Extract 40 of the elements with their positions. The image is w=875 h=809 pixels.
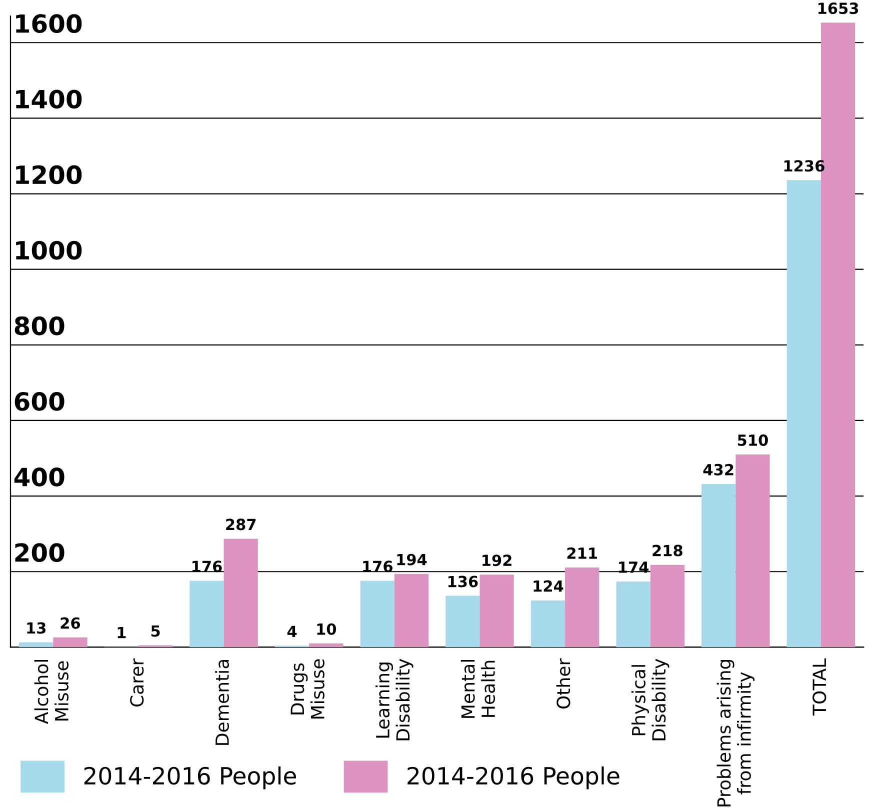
x-tick-label: Dementia [215, 660, 230, 745]
x-tick-label: Mental Health [460, 660, 496, 718]
data-label: 5 [151, 625, 160, 637]
data-label: 194 [397, 554, 427, 566]
data-label: 192 [482, 554, 512, 566]
x-tick-label: Carer [130, 658, 144, 707]
data-label: 1653 [818, 2, 858, 14]
x-tick-label: Other [556, 658, 570, 709]
y-tick-label: 1200 [16, 165, 82, 184]
x-tick-label: Drugs Misuse [290, 659, 324, 718]
y-tick-label: 1600 [16, 14, 82, 34]
data-label: 1 [118, 626, 126, 638]
y-tick-label: 200 [15, 543, 64, 562]
x-tick-label: Problems arising from infirmity [716, 660, 755, 806]
data-label: 176 [192, 560, 222, 572]
x-tick-label: Learning Disability [376, 658, 414, 740]
data-label: 4 [287, 626, 297, 637]
data-label: 13 [27, 622, 46, 634]
y-tick-label: 1400 [16, 90, 82, 109]
x-tick-label: TOTAL [812, 658, 826, 716]
data-label: 432 [703, 464, 734, 476]
data-label: 136 [448, 576, 478, 588]
legend-label: 2014-2016 People [408, 766, 620, 790]
y-tick-label: 1000 [16, 240, 82, 260]
y-tick-label: 400 [14, 468, 64, 486]
data-label: 1236 [784, 160, 824, 172]
data-label: 218 [652, 544, 682, 556]
data-label: 176 [363, 560, 392, 572]
x-tick-label: Physical Disability [631, 658, 670, 740]
data-label: 124 [534, 580, 564, 592]
legend-label: 2014-2016 People [84, 766, 296, 790]
x-tick-label: Alcohol Misuse [34, 660, 69, 724]
data-label: 26 [60, 617, 80, 629]
data-label: 211 [567, 547, 597, 559]
y-tick-label: 800 [14, 316, 64, 336]
data-label: 510 [738, 434, 768, 446]
data-label: 174 [619, 562, 649, 573]
data-label: 10 [317, 623, 336, 635]
y-tick-label: 600 [14, 392, 64, 411]
data-label: 287 [226, 518, 256, 530]
